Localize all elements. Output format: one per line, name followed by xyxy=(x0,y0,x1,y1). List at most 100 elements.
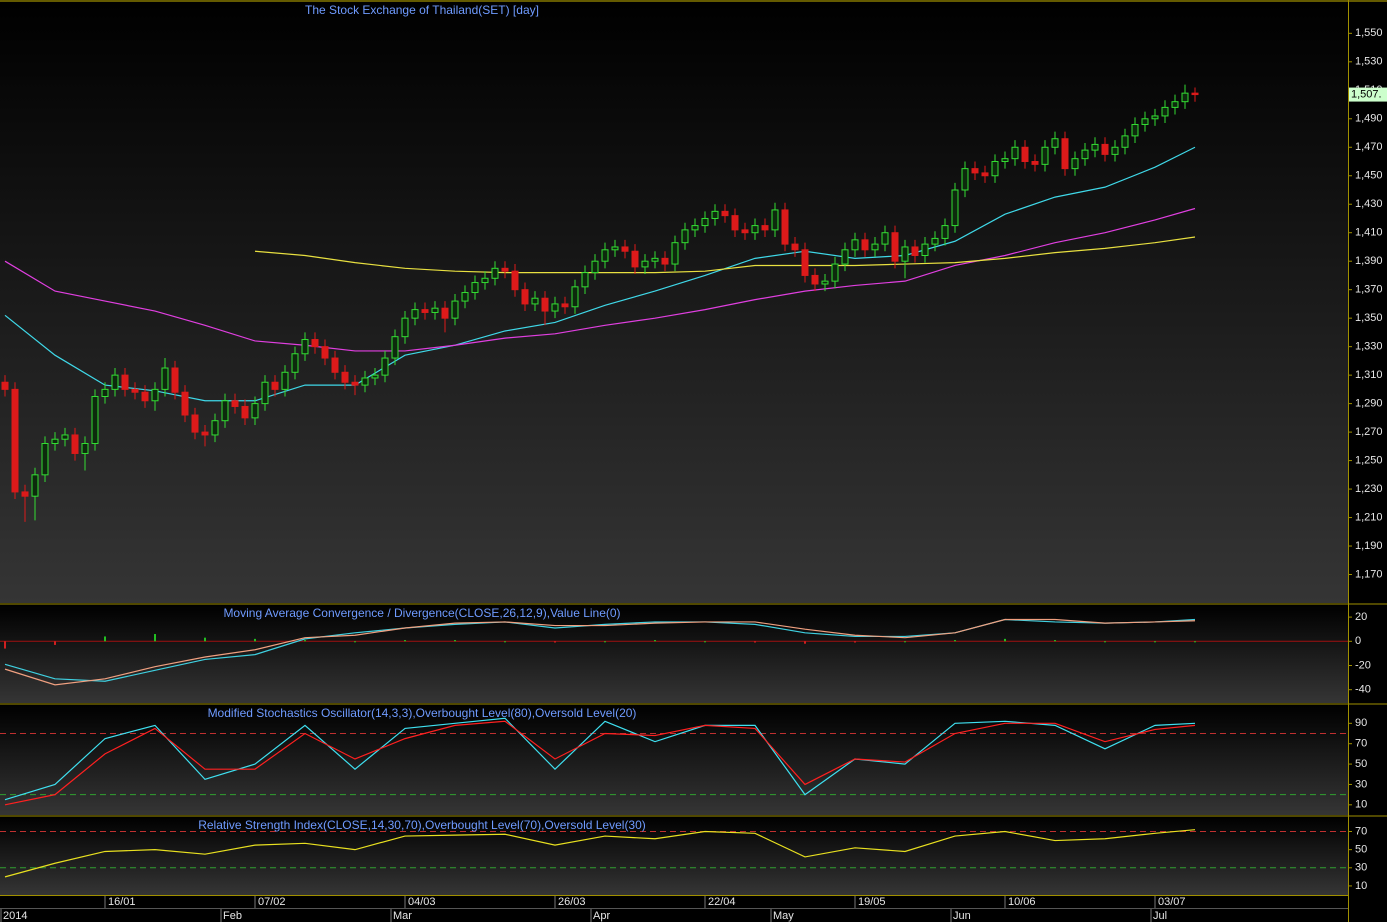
candle-body xyxy=(11,388,19,493)
x-tick-label: 03/07 xyxy=(1158,896,1186,908)
y-tick-label: 30 xyxy=(1355,778,1367,790)
x-tick-label: 19/05 xyxy=(858,896,886,908)
candle-body xyxy=(191,414,199,433)
y-tick-label: 50 xyxy=(1355,844,1367,856)
candle-body xyxy=(211,420,219,436)
candle-body xyxy=(81,442,89,454)
histogram-bar xyxy=(604,641,606,643)
indicator-line xyxy=(4,207,1196,352)
candle-body xyxy=(361,377,369,386)
x-tick-label: 07/02 xyxy=(258,896,286,908)
candle-body xyxy=(1191,92,1199,96)
histogram-bar xyxy=(354,641,356,643)
candle-body xyxy=(511,270,519,291)
candle-body xyxy=(881,232,889,245)
y-tick-label: 30 xyxy=(1355,862,1367,874)
candle-body xyxy=(1101,143,1109,155)
candle-body xyxy=(281,371,289,390)
histogram-bar xyxy=(304,640,306,642)
macd-panel xyxy=(0,605,1348,703)
y-tick-label: 1,350 xyxy=(1355,312,1383,324)
candle-body xyxy=(591,260,599,274)
candle-body xyxy=(561,303,569,308)
panel-title: The Stock Exchange of Thailand(SET) [day… xyxy=(305,3,539,17)
histogram-bar xyxy=(1154,641,1156,643)
candle-body xyxy=(781,209,789,245)
candle-body xyxy=(901,246,909,262)
indicator-line xyxy=(4,717,1196,801)
candle-body xyxy=(331,357,339,373)
candle-body xyxy=(691,225,699,231)
histogram-bar xyxy=(904,641,906,643)
candle-body xyxy=(1031,161,1039,165)
x-tick-label: 22/04 xyxy=(708,896,736,908)
price-panel xyxy=(0,2,1348,603)
candle-body xyxy=(391,336,399,359)
y-tick-label: 1,190 xyxy=(1355,540,1383,552)
candle-body xyxy=(951,189,959,227)
candle-body xyxy=(871,243,879,251)
histogram-bar xyxy=(1104,641,1106,643)
y-tick-label: 1,270 xyxy=(1355,426,1383,438)
candle-body xyxy=(711,210,719,219)
candle-body xyxy=(911,246,919,257)
y-tick-label: 1,290 xyxy=(1355,398,1383,410)
candle-body xyxy=(751,225,759,234)
candle-body xyxy=(291,353,299,373)
y-tick-label: 1,530 xyxy=(1355,56,1383,68)
candle-body xyxy=(371,374,379,379)
candle-body xyxy=(471,282,479,294)
y-tick-label: 10 xyxy=(1355,880,1367,892)
y-tick-label: 1,410 xyxy=(1355,227,1383,239)
candle-body xyxy=(111,374,119,390)
last-price-box xyxy=(1349,87,1387,102)
candle-body xyxy=(1041,146,1049,165)
candle-body xyxy=(381,357,389,376)
y-tick-label: 1,490 xyxy=(1355,113,1383,125)
y-tick-label: 1,470 xyxy=(1355,141,1383,153)
histogram-bar xyxy=(804,641,806,644)
candle-body xyxy=(741,229,749,234)
candle-body xyxy=(221,400,229,422)
y-tick-label: 1,210 xyxy=(1355,511,1383,523)
candle-body xyxy=(731,215,739,231)
candle-body xyxy=(131,388,139,393)
candle-body xyxy=(61,434,69,440)
candle-body xyxy=(541,297,549,312)
candle-body xyxy=(981,172,989,177)
candle-body xyxy=(831,263,839,282)
candle-body xyxy=(1161,106,1169,117)
y-tick-label: 1,430 xyxy=(1355,198,1383,210)
panel-title: Relative Strength Index(CLOSE,14,30,70),… xyxy=(198,818,646,832)
candle-body xyxy=(271,381,279,390)
candle-body xyxy=(1111,146,1119,155)
candle-body xyxy=(821,280,829,285)
y-tick-label: 50 xyxy=(1355,758,1367,770)
candle-body xyxy=(251,403,259,419)
candle-body xyxy=(811,274,819,285)
candle-body xyxy=(481,277,489,284)
y-tick-label: 1,450 xyxy=(1355,170,1383,182)
y-tick-label: 1,550 xyxy=(1355,27,1383,39)
candle-body xyxy=(681,229,689,244)
y-tick-label: -20 xyxy=(1355,659,1371,671)
candle-body xyxy=(941,225,949,239)
candle-body xyxy=(431,307,439,313)
candle-body xyxy=(701,217,709,227)
month-label: Jun xyxy=(953,910,971,922)
histogram-bar xyxy=(454,640,456,642)
histogram-bar xyxy=(754,641,756,643)
candle-body xyxy=(1131,123,1139,137)
candle-body xyxy=(321,346,329,359)
candle-body xyxy=(1,381,9,390)
histogram-bar xyxy=(504,641,506,643)
candle-body xyxy=(351,381,359,386)
candle-body xyxy=(1181,92,1189,103)
candle-body xyxy=(891,232,899,262)
candle-body xyxy=(501,267,509,272)
candle-body xyxy=(241,405,249,419)
candle-body xyxy=(851,239,859,251)
candle-body xyxy=(841,249,849,265)
candle-body xyxy=(651,257,659,262)
